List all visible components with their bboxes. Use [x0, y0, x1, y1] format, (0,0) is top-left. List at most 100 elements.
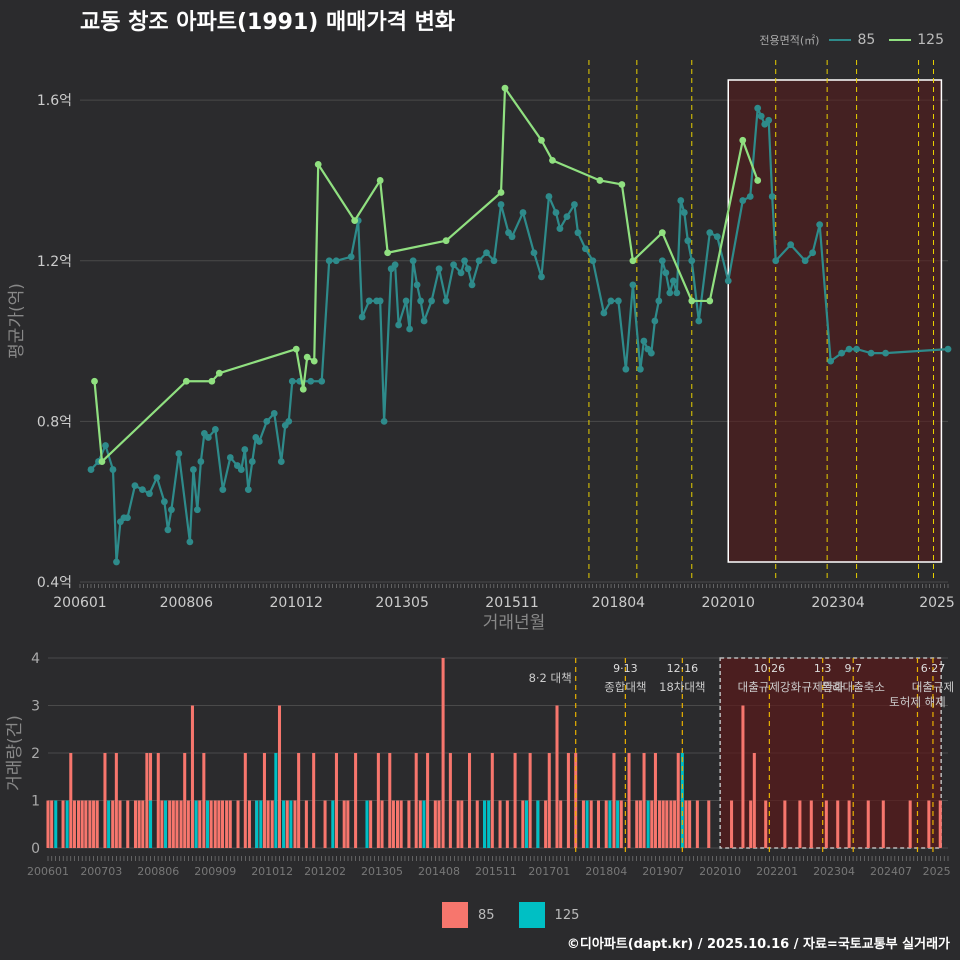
data-point-85	[636, 365, 644, 373]
data-point-85	[640, 337, 648, 345]
policy-label: 토허제 해제	[889, 695, 946, 709]
bar-85	[376, 753, 380, 848]
main-xtick-label: 202010	[702, 595, 755, 611]
data-point-85	[226, 454, 234, 461]
legend-box-125	[518, 902, 545, 928]
bar-85	[866, 800, 870, 848]
data-point-125	[629, 257, 637, 265]
bar-85	[171, 800, 175, 848]
bar-85	[581, 800, 585, 848]
bar-85	[938, 800, 942, 848]
bar-xtick-label: 200909	[194, 865, 236, 878]
bar-125	[646, 800, 650, 848]
bar-85	[228, 800, 232, 848]
policy-label: 종합대책	[604, 680, 646, 694]
data-point-85	[801, 257, 809, 265]
bar-85	[544, 800, 548, 848]
bar-85	[707, 800, 711, 848]
bar-85	[236, 800, 240, 848]
bar-125	[259, 800, 263, 848]
bar-125	[365, 800, 369, 848]
data-point-85	[787, 241, 795, 249]
data-point-85	[347, 253, 355, 261]
data-point-125	[351, 217, 359, 225]
bar-85	[133, 800, 138, 848]
legend-item-125: 125	[917, 32, 944, 48]
bar-85	[589, 800, 593, 848]
data-point-85	[164, 526, 172, 534]
bar-xtick-label: 200806	[137, 865, 179, 878]
bar-85	[213, 800, 217, 848]
data-point-125	[303, 353, 311, 361]
bar-85	[426, 753, 430, 848]
data-point-125	[91, 377, 98, 385]
legend-swatch-125	[889, 39, 912, 41]
bar-85	[881, 800, 885, 848]
bar-125	[205, 800, 210, 848]
data-point-125	[497, 189, 505, 196]
bar-85	[312, 753, 316, 848]
data-point-85	[457, 269, 465, 277]
policy-label: 특례대출축소	[821, 680, 884, 694]
main-xtick-label: 202304	[811, 595, 865, 611]
bar-85	[741, 705, 745, 848]
data-point-85	[944, 345, 952, 353]
data-point-85	[600, 309, 608, 317]
main-xtick-label: 201511	[485, 595, 538, 611]
data-point-85	[713, 233, 721, 241]
bar-85	[198, 800, 202, 848]
data-point-85	[395, 321, 403, 329]
data-point-85	[435, 265, 443, 273]
bar-xtick-label: 200703	[80, 865, 122, 878]
bar-85	[190, 705, 194, 848]
bar-85	[847, 800, 851, 848]
policy-date: 1·3	[814, 662, 832, 675]
bar-85	[783, 800, 787, 848]
data-point-85	[318, 377, 326, 385]
data-point-85	[538, 273, 545, 281]
bar-85	[346, 800, 350, 848]
data-point-125	[538, 136, 545, 144]
bar-85	[46, 800, 50, 848]
policy-date: 9·7	[844, 662, 862, 675]
bar-85	[179, 800, 183, 848]
data-point-125	[688, 297, 696, 305]
bar-125	[149, 800, 153, 848]
data-point-85	[113, 558, 120, 566]
bar-85	[277, 705, 282, 848]
data-point-85	[428, 297, 435, 305]
main-xtick-label: 201804	[592, 595, 646, 611]
data-point-125	[215, 369, 223, 377]
data-point-125	[299, 385, 307, 393]
bar-125	[164, 800, 168, 848]
bar-85	[111, 800, 115, 848]
bar-85	[202, 753, 206, 848]
bar-85	[399, 800, 403, 848]
bar-85	[262, 753, 266, 848]
bar-85	[513, 753, 517, 848]
main-ytick-label: 1.6억	[37, 93, 72, 109]
bar-xtick-label: 201408	[418, 865, 460, 878]
policy-date: 12·16	[667, 662, 699, 675]
data-point-85	[109, 466, 117, 473]
data-point-85	[193, 506, 201, 514]
data-point-85	[160, 498, 168, 506]
data-point-85	[838, 349, 846, 357]
data-point-125	[442, 237, 450, 245]
bar-85	[88, 800, 92, 848]
data-point-125	[208, 377, 216, 385]
bar-85	[635, 800, 639, 848]
data-point-125	[384, 249, 392, 257]
data-point-85	[662, 269, 670, 277]
bar-85	[137, 800, 141, 848]
legend-item-85: 85	[857, 32, 876, 48]
bar-85	[521, 800, 525, 848]
legend-swatch-85	[829, 39, 852, 41]
bar-85	[160, 800, 164, 848]
data-point-125	[596, 177, 604, 184]
bar-85	[114, 753, 118, 848]
bar-85	[221, 800, 225, 848]
bar-85	[433, 800, 437, 848]
bar-85	[92, 800, 96, 848]
